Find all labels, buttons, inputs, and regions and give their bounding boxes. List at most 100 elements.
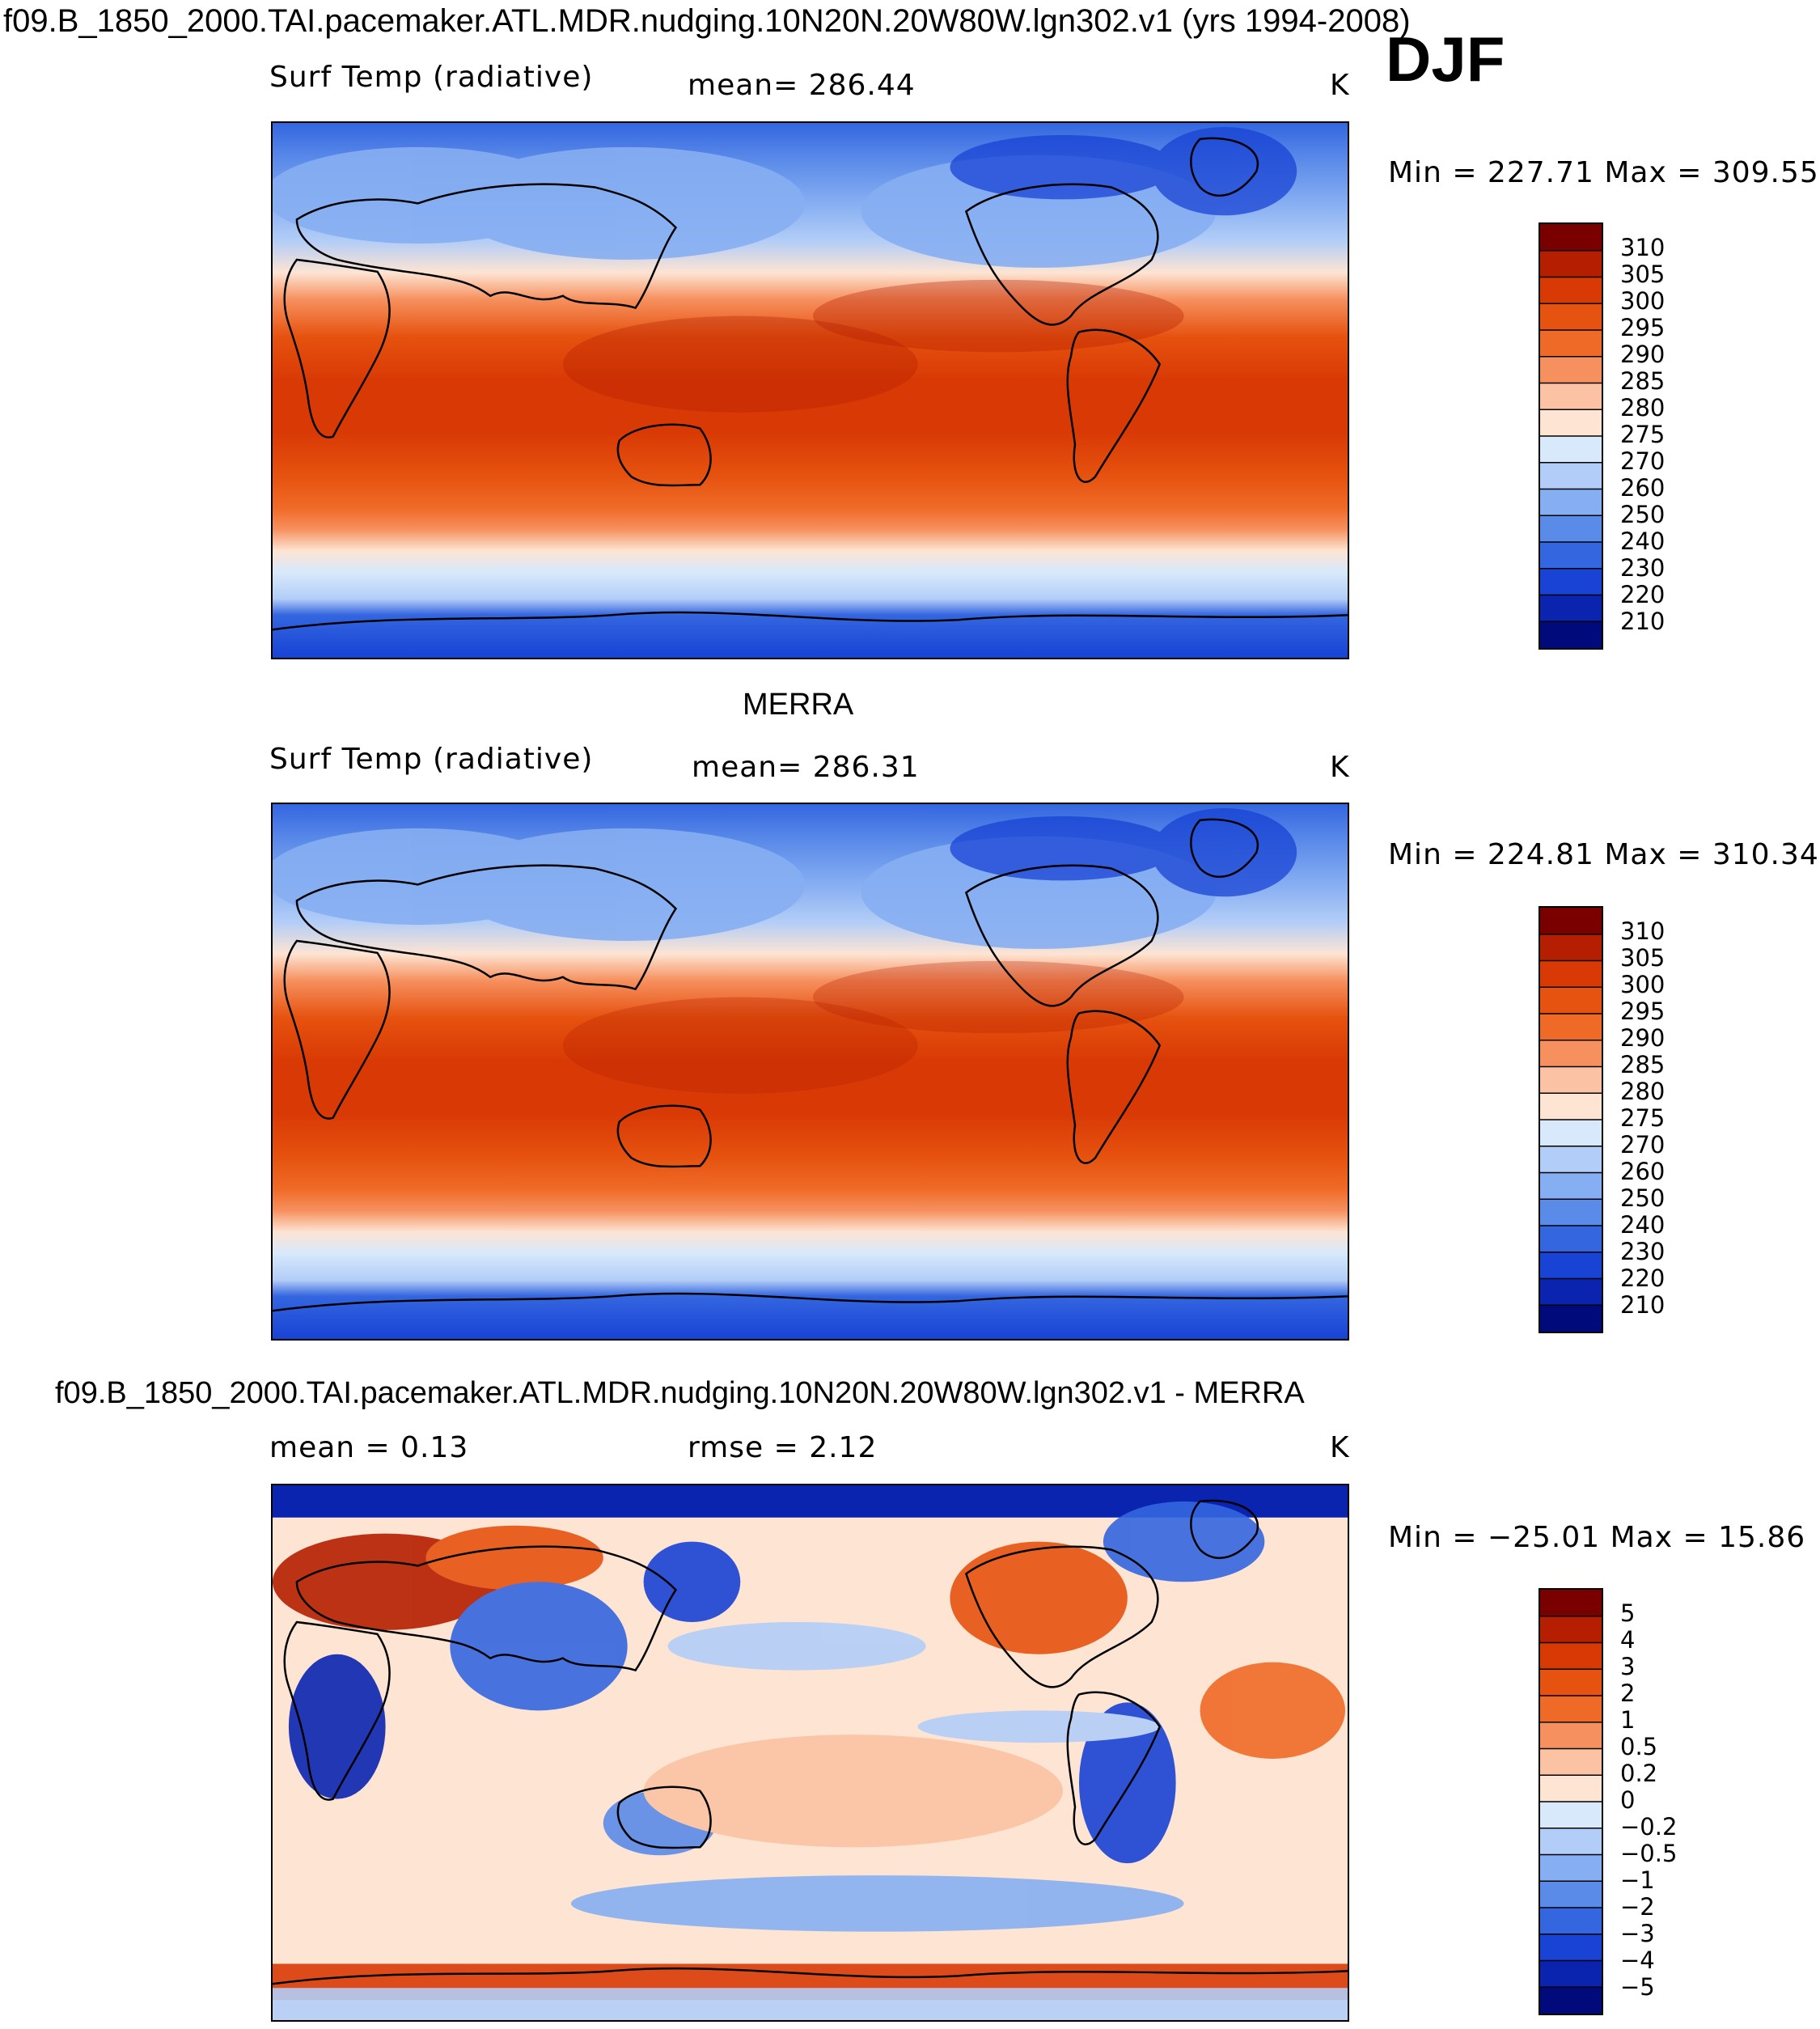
panel3-southern-cold	[570, 1875, 1184, 1932]
panel1-colorbar-swatch	[1540, 383, 1602, 410]
panel3-colorbar-tick-label: 1	[1620, 1706, 1636, 1734]
panel2-variable-label: Surf Temp (radiative)	[269, 743, 594, 776]
panel3-australia-coastline	[616, 1785, 712, 1849]
panel2-colorbar-tick-label: 275	[1620, 1104, 1666, 1132]
panel3-colorbar-swatch	[1540, 1748, 1602, 1776]
panel2-colorbar-tick-label: 310	[1620, 917, 1666, 945]
panel3-colorbar-swatch	[1540, 1696, 1602, 1723]
panel3-mean-label: mean = 0.13	[269, 1431, 469, 1464]
panel1-colorbar-tick-label: 260	[1620, 474, 1666, 502]
panel1-colorbar-swatch	[1540, 542, 1602, 570]
panel3-colorbar-swatch	[1540, 1616, 1602, 1643]
panel1-colorbar-swatch	[1540, 595, 1602, 622]
panel3-asia-cold	[450, 1582, 628, 1711]
panel1-greenland-coastline	[1190, 137, 1259, 197]
panel3-colorbar-swatch	[1540, 1934, 1602, 1961]
panel1-antarctica-coastline	[273, 611, 1348, 631]
panel3-colorbar-tick-label: −1	[1620, 1866, 1655, 1894]
panel2-colorbar-tick-label: 290	[1620, 1024, 1666, 1052]
panel1-map	[271, 121, 1349, 659]
panel2-mean-label: mean= 286.31	[692, 751, 920, 784]
panel2-colorbar-tick-label: 270	[1620, 1131, 1666, 1159]
panel3-eastasia-cold	[643, 1541, 741, 1622]
panel3-colorbar-tick-label: 0.2	[1620, 1760, 1658, 1787]
figure-title: f09.B_1850_2000.TAI.pacemaker.ATL.MDR.nu…	[3, 3, 1411, 39]
panel2-colorbar-tick-label: 295	[1620, 998, 1666, 1025]
panel3-colorbar-swatch	[1540, 1854, 1602, 1882]
panel3-rmse-label: rmse = 2.12	[688, 1431, 878, 1464]
panel1-colorbar-swatch	[1540, 621, 1602, 648]
panel3-samerica-coastline	[1066, 1691, 1162, 1845]
panel1-siberia-cold	[450, 146, 806, 260]
panel2-greenland-cold	[1151, 807, 1297, 897]
panel2-colorbar-tick-label: 250	[1620, 1184, 1666, 1212]
panel3-colorbar-tick-label: 3	[1620, 1653, 1636, 1680]
panel2-colorbar-tick-label: 240	[1620, 1211, 1666, 1239]
panel3-greenland-cold	[1103, 1501, 1265, 1582]
panel1-colorbar-tick-label: 295	[1620, 314, 1666, 341]
panel1-colorbar-tick-label: 280	[1620, 394, 1666, 421]
panel1-colorbar-tick-label: 250	[1620, 501, 1666, 528]
panel3-units: K	[1330, 1431, 1350, 1464]
panel1-colorbar-swatch	[1540, 330, 1602, 358]
panel1-mean-label: mean= 286.44	[688, 69, 916, 102]
panel3-namerica-warm	[950, 1541, 1128, 1654]
panel3-colorbar-tick-label: −4	[1620, 1946, 1655, 1974]
panel2-colorbar-tick-label: 300	[1620, 971, 1666, 998]
panel1-minmax: Min = 227.71 Max = 309.55	[1388, 156, 1819, 189]
panel2-colorbar-swatch	[1540, 1040, 1602, 1067]
panel2-colorbar-tick-label: 260	[1620, 1158, 1666, 1185]
panel3-pacific-warm	[643, 1735, 1064, 1848]
panel2-colorbar-swatch	[1540, 1278, 1602, 1306]
panel1-colorbar-swatch	[1540, 356, 1602, 383]
panel3-colorbar-swatch	[1540, 1669, 1602, 1696]
panel3-colorbar-tick-label: −2	[1620, 1893, 1655, 1921]
panel3-colorbar-swatch	[1540, 1590, 1602, 1617]
panel1-eurasia-coastline	[295, 183, 678, 310]
panel3-eurasia-coastline	[295, 1545, 678, 1672]
panel1-colorbar-swatch	[1540, 515, 1602, 543]
panel3-africa-coastline	[283, 1620, 391, 1801]
panel3-eqpacific-cold	[917, 1710, 1160, 1743]
panel2-colorbar-tick-label: 280	[1620, 1078, 1666, 1105]
panel2-colorbar-swatch	[1540, 1252, 1602, 1279]
panel3-colorbar-swatch	[1540, 1881, 1602, 1908]
panel1-colorbar-tick-label: 285	[1620, 367, 1666, 395]
season-label: DJF	[1386, 23, 1505, 95]
panel3-colorbar-tick-label: −0.5	[1620, 1840, 1678, 1867]
panel2-minmax: Min = 224.81 Max = 310.34	[1388, 838, 1819, 871]
panel2-colorbar	[1539, 906, 1603, 1333]
panel1-colorbar-tick-label: 305	[1620, 261, 1666, 288]
panel2-map-svg	[273, 804, 1348, 1339]
panel1-colorbar-swatch	[1540, 489, 1602, 516]
panel2-colorbar-swatch	[1540, 1014, 1602, 1041]
panel1-arctic-cold	[950, 134, 1176, 200]
panel1-colorbar-tick-label: 310	[1620, 234, 1666, 261]
panel1-colorbar-tick-label: 240	[1620, 527, 1666, 555]
panel2-colorbar-tick-label: 285	[1620, 1051, 1666, 1078]
panel1-greenland-cold	[1151, 126, 1297, 216]
panel3-namerica-coastline	[964, 1545, 1159, 1688]
panel2-colorbar-tick-label: 305	[1620, 944, 1666, 972]
panel2-map	[271, 803, 1349, 1341]
panel3-heading: f09.B_1850_2000.TAI.pacemaker.ATL.MDR.nu…	[55, 1376, 1305, 1410]
panel2-colorbar-tick-label: 220	[1620, 1264, 1666, 1292]
panel1-colorbar	[1539, 222, 1603, 650]
panel1-map-svg	[273, 123, 1348, 658]
panel1-australia-coastline	[616, 423, 712, 487]
panel3-colorbar-swatch	[1540, 1828, 1602, 1855]
panel3-colorbar-swatch	[1540, 1960, 1602, 1988]
panel2-colorbar-swatch	[1540, 960, 1602, 988]
panel2-namerica-coastline	[964, 864, 1159, 1007]
panel1-colorbar-swatch	[1540, 224, 1602, 252]
panel2-colorbar-tick-label: 210	[1620, 1291, 1666, 1319]
panel1-colorbar-swatch	[1540, 568, 1602, 595]
panel2-australia-coastline	[616, 1104, 712, 1168]
panel3-colorbar-swatch	[1540, 1908, 1602, 1935]
panel1-colorbar-tick-label: 290	[1620, 341, 1666, 368]
panel2-heading: MERRA	[743, 688, 854, 722]
panel3-colorbar-swatch	[1540, 1775, 1602, 1802]
panel2-colorbar-swatch	[1540, 1305, 1602, 1332]
panel2-antarctica-coastline	[273, 1292, 1348, 1312]
panel1-colorbar-swatch	[1540, 462, 1602, 489]
